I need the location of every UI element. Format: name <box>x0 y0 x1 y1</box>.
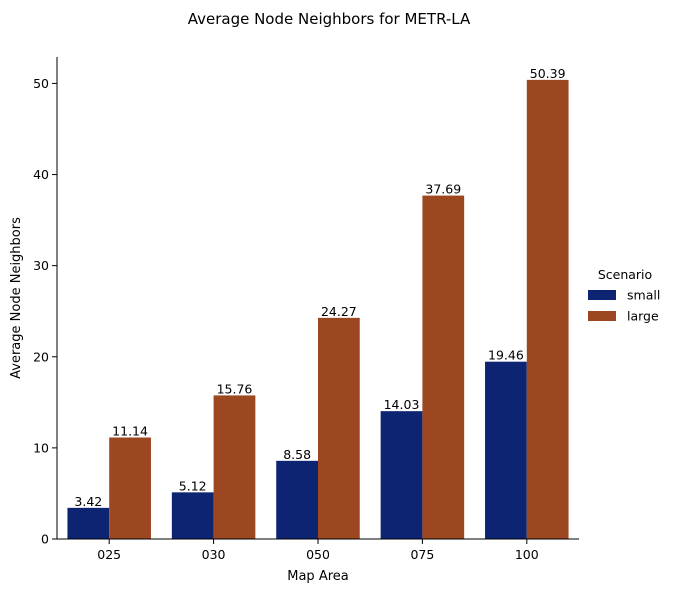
bar-labels-group: 3.42 11.14 5.12 15.76 8.58 24.27 14.03 37.69 19.… <box>74 66 565 509</box>
x-tick-label: 100 <box>515 547 539 562</box>
bar-large-075 <box>422 195 465 539</box>
x-tick-label: 075 <box>410 547 434 562</box>
bar-label-small-025: 3.42 <box>74 494 102 509</box>
y-tick-label: 10 <box>33 440 49 455</box>
bar-label-small-100: 19.46 <box>488 348 524 363</box>
bar-large-030 <box>213 395 256 539</box>
x-axis-label: Map Area <box>287 569 348 584</box>
bar-label-large-100: 50.39 <box>530 66 566 81</box>
bar-small-075 <box>380 411 423 539</box>
legend-title: Scenario <box>598 267 652 282</box>
x-tick-label: 030 <box>202 547 226 562</box>
y-tick-label: 30 <box>33 258 49 273</box>
bars-group <box>67 79 569 540</box>
y-tick-label: 0 <box>41 532 49 547</box>
x-tick-label: 050 <box>306 547 330 562</box>
bar-label-large-030: 15.76 <box>217 381 253 396</box>
bar-label-large-075: 37.69 <box>425 182 461 197</box>
bar-label-small-050: 8.58 <box>283 447 311 462</box>
bar-small-100 <box>485 361 527 539</box>
legend-swatch-small <box>588 290 616 300</box>
bar-label-small-030: 5.12 <box>179 478 207 493</box>
bar-label-large-050: 24.27 <box>321 304 357 319</box>
legend: Scenario small large <box>588 267 660 324</box>
bar-large-050 <box>318 317 360 539</box>
y-tick-label: 40 <box>33 167 49 182</box>
legend-label-large: large <box>627 309 659 324</box>
x-tick-label: 025 <box>97 547 121 562</box>
y-axis-label: Average Node Neighbors <box>9 217 24 379</box>
legend-label-small: small <box>627 288 660 303</box>
chart-title: Average Node Neighbors for METR-LA <box>188 10 471 28</box>
bar-large-100 <box>526 79 569 540</box>
bar-large-025 <box>109 437 151 539</box>
bar-small-025 <box>67 507 110 539</box>
bar-label-small-075: 14.03 <box>384 397 420 412</box>
bar-label-large-025: 11.14 <box>112 423 148 438</box>
bar-small-050 <box>276 460 318 539</box>
y-tick-label: 50 <box>33 76 49 91</box>
bar-small-030 <box>171 492 214 539</box>
x-ticks-group: 025 030 050 075 100 <box>97 539 539 562</box>
y-ticks-group: 0 10 20 30 40 50 <box>33 76 57 547</box>
y-tick-label: 20 <box>33 349 49 364</box>
legend-swatch-large <box>588 311 616 321</box>
